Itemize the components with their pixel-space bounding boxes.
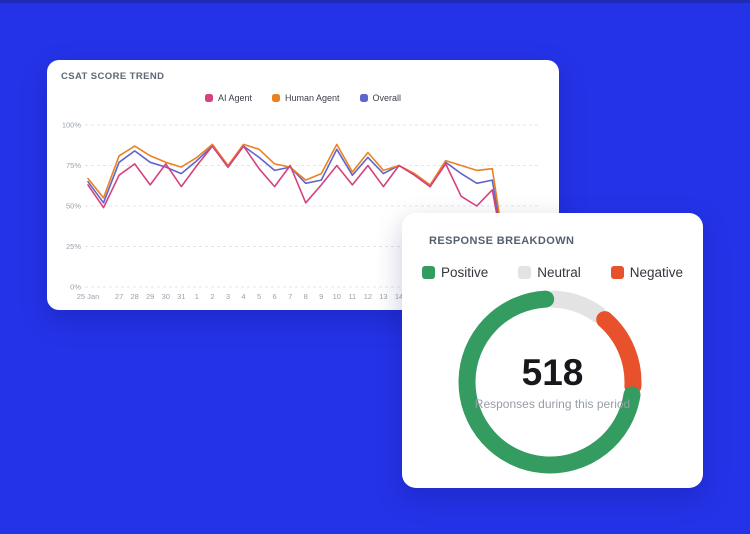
- y-axis-tick: 50%: [66, 202, 81, 211]
- donut-arcs: [458, 290, 642, 474]
- csat-legend: AI Agent Human Agent Overall: [47, 93, 559, 103]
- overall-swatch-icon: [359, 94, 368, 102]
- x-axis-tick: 7: [288, 292, 292, 301]
- series-line-ai-agent: [87, 145, 509, 275]
- legend-label: Human Agent: [284, 93, 340, 103]
- legend-item-ai-agent[interactable]: AI Agent: [204, 93, 252, 103]
- positive-swatch-icon: [421, 266, 435, 279]
- donut-segment-positive[interactable]: [458, 290, 641, 474]
- y-axis-tick: 75%: [66, 161, 81, 170]
- response-card-title: RESPONSE BREAKDOWN: [429, 235, 575, 247]
- x-axis-tick: 13: [379, 292, 387, 301]
- response-donut-chart: 518 Responses during this period: [402, 287, 703, 477]
- x-axis-tick: 9: [319, 292, 323, 301]
- response-breakdown-card: RESPONSE BREAKDOWN Positive Neutral Negati…: [402, 213, 703, 488]
- y-axis-tick: 100%: [62, 121, 82, 130]
- legend-item-neutral[interactable]: Neutral: [518, 265, 581, 280]
- x-axis-tick: 8: [304, 292, 308, 301]
- x-axis-tick: 31: [177, 292, 185, 301]
- human-agent-swatch-icon: [271, 94, 280, 102]
- x-axis-tick: 11: [348, 292, 356, 301]
- x-axis-tick: 29: [146, 292, 154, 301]
- donut-subtitle: Responses during this period: [474, 397, 631, 412]
- legend-label: Overall: [372, 93, 402, 103]
- window-top-edge: [0, 0, 750, 3]
- neutral-swatch-icon: [518, 266, 532, 279]
- legend-label: AI Agent: [217, 93, 252, 103]
- x-axis-tick: 10: [333, 292, 341, 301]
- legend-label: Neutral: [537, 265, 581, 280]
- legend-label: Negative: [629, 265, 684, 280]
- csat-score-trend-card: CSAT SCORE TREND AI Agent Human Agent Over…: [47, 60, 559, 310]
- y-axis-tick: 25%: [66, 242, 81, 251]
- legend-item-positive[interactable]: Positive: [421, 265, 489, 280]
- x-axis-tick: 2: [210, 292, 214, 301]
- donut-total-count: 518: [521, 352, 584, 394]
- donut-center-text: 518 Responses during this period: [402, 352, 703, 412]
- x-axis-tick: 3: [226, 292, 230, 301]
- donut-segment-neutral[interactable]: [545, 290, 607, 323]
- x-axis-tick: 28: [130, 292, 138, 301]
- x-axis-tick: 4: [241, 292, 245, 301]
- donut-segment-negative[interactable]: [596, 311, 642, 395]
- ai-agent-swatch-icon: [204, 94, 213, 102]
- response-legend: Positive Neutral Negative: [402, 265, 703, 280]
- legend-item-overall[interactable]: Overall: [359, 93, 402, 103]
- x-axis-tick: 30: [162, 292, 170, 301]
- series-line-human-agent: [87, 143, 509, 272]
- x-axis-tick: 25 Jan: [77, 292, 100, 301]
- x-axis-tick: 27: [115, 292, 123, 301]
- legend-item-human-agent[interactable]: Human Agent: [271, 93, 340, 103]
- x-axis-tick: 14: [395, 292, 403, 301]
- legend-label: Positive: [440, 265, 489, 280]
- x-axis-tick: 5: [257, 292, 261, 301]
- legend-item-negative[interactable]: Negative: [610, 265, 684, 280]
- x-axis-tick: 1: [195, 292, 199, 301]
- negative-swatch-icon: [610, 266, 624, 279]
- y-axis-tick: 0%: [70, 283, 81, 292]
- x-axis-tick: 6: [273, 292, 277, 301]
- csat-card-title: CSAT SCORE TREND: [61, 71, 165, 82]
- x-axis-tick: 12: [364, 292, 372, 301]
